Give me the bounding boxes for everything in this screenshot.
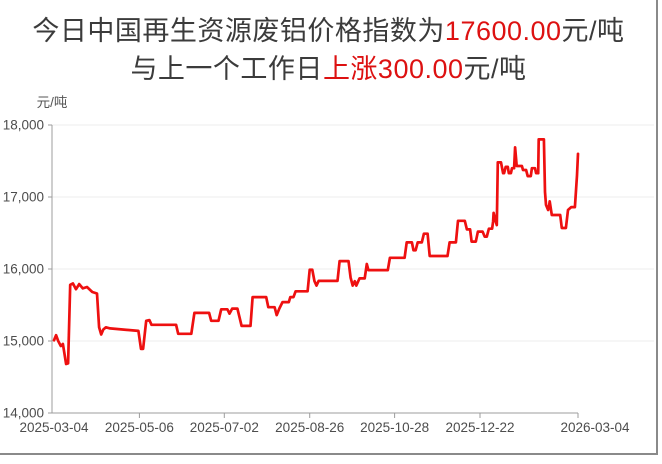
headline-price-value: 17600.00 (444, 16, 562, 46)
svg-text:15,000: 15,000 (3, 334, 44, 349)
svg-text:2025-10-28: 2025-10-28 (360, 420, 429, 435)
svg-text:17,000: 17,000 (3, 190, 44, 205)
headline-change-value: 上涨300.00 (322, 54, 464, 84)
svg-text:18,000: 18,000 (3, 118, 44, 133)
price-series-line (52, 138, 580, 366)
svg-text:14,000: 14,000 (3, 406, 44, 421)
svg-text:2025-12-22: 2025-12-22 (445, 420, 514, 435)
headline-line2-unit: 元/吨 (463, 54, 527, 84)
headline-line2-text: 与上一个工作日 (130, 54, 323, 84)
svg-text:2025-08-26: 2025-08-26 (275, 420, 344, 435)
svg-text:16,000: 16,000 (3, 262, 44, 277)
headline-line-1: 今日中国再生资源废铝价格指数为17600.00元/吨 (0, 12, 657, 50)
svg-text:2025-07-02: 2025-07-02 (190, 420, 259, 435)
headline-line1-unit: 元/吨 (561, 16, 625, 46)
svg-text:2025-03-04: 2025-03-04 (19, 420, 89, 435)
headline-line1-text: 今日中国再生资源废铝价格指数为 (32, 16, 445, 46)
y-tick-labels: 14,000 15,000 16,000 17,000 18,000 元/吨 (3, 95, 68, 421)
axes (48, 124, 579, 418)
svg-text:2025-05-06: 2025-05-06 (105, 420, 174, 435)
y-axis-unit-label: 元/吨 (37, 95, 68, 110)
svg-text:2026-03-04: 2026-03-04 (560, 420, 630, 435)
headline: 今日中国再生资源废铝价格指数为17600.00元/吨 与上一个工作日上涨300.… (0, 12, 657, 88)
page-frame (0, 0, 658, 455)
headline-line-2: 与上一个工作日上涨300.00元/吨 (0, 50, 657, 88)
y-gridlines (52, 124, 654, 342)
x-tick-labels: 2025-03-04 2025-05-06 2025-07-02 2025-08-26… (19, 420, 630, 435)
